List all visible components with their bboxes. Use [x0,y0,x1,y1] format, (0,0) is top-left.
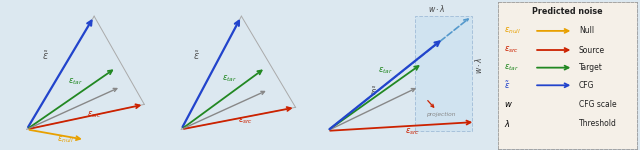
Text: $\epsilon_{src}$: $\epsilon_{src}$ [238,115,253,126]
Text: $\tilde{\epsilon}$: $\tilde{\epsilon}$ [193,49,200,62]
Bar [415,16,472,131]
Text: $\epsilon_{tar}$: $\epsilon_{tar}$ [222,74,237,84]
Text: Target: Target [579,63,603,72]
Text: (a) DDIM Inversion: (a) DDIM Inversion [6,0,92,1]
Text: (b) Negative-Prompt
Inversion: (b) Negative-Prompt Inversion [166,0,259,1]
Text: $\epsilon_{src}$: $\epsilon_{src}$ [504,45,518,55]
Text: $\epsilon_{src}$: $\epsilon_{src}$ [405,127,420,137]
Text: $\epsilon_{null}$: $\epsilon_{null}$ [504,26,521,36]
Text: Threshold: Threshold [579,119,617,128]
Text: $\epsilon_{tar}$: $\epsilon_{tar}$ [504,62,518,73]
Text: $\tilde{\epsilon}$: $\tilde{\epsilon}$ [504,80,509,91]
Text: Null: Null [579,26,594,35]
Text: $w \cdot \lambda$: $w \cdot \lambda$ [473,57,484,74]
Text: $\epsilon_{src}$: $\epsilon_{src}$ [86,109,102,120]
Text: projection: projection [426,112,456,117]
Text: $\epsilon_{tar}$: $\epsilon_{tar}$ [378,65,394,76]
Text: Source: Source [579,45,605,54]
Text: $\tilde{\epsilon}$: $\tilde{\epsilon}$ [370,85,376,98]
Text: CFG: CFG [579,81,595,90]
Text: $\lambda$: $\lambda$ [504,118,510,129]
Text: $\epsilon_{null}$: $\epsilon_{null}$ [58,134,74,145]
Text: $\epsilon_{tar}$: $\epsilon_{tar}$ [68,77,83,87]
Text: $\tilde{\epsilon}$: $\tilde{\epsilon}$ [42,49,49,62]
Text: $w \cdot \lambda$: $w \cdot \lambda$ [428,3,445,14]
Text: (c) Proximal Negative-Prompt
Inversion: (c) Proximal Negative-Prompt Inversion [321,0,455,1]
Text: Predicted noise: Predicted noise [532,7,603,16]
Text: $w$: $w$ [504,100,513,109]
Text: CFG scale: CFG scale [579,100,616,109]
